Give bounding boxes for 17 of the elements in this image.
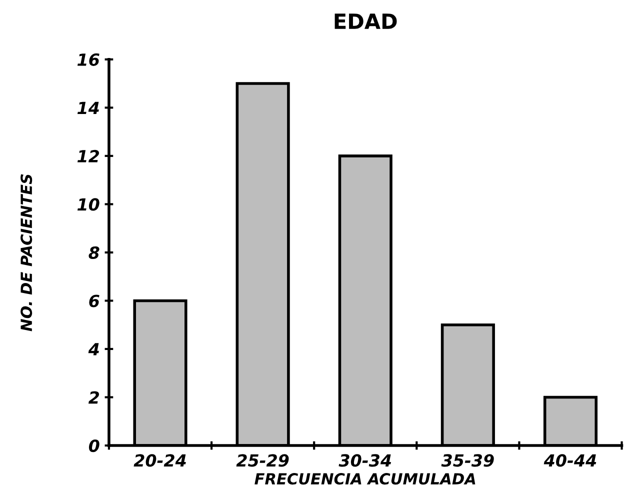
x-tick-label: 20-24 (134, 454, 186, 467)
y-tick-label: 4 (88, 343, 99, 356)
y-tick-label: 10 (77, 198, 100, 211)
x-tick-label: 35-39 (441, 454, 494, 467)
y-tick-label: 14 (77, 102, 99, 114)
y-axis-title: NO. DE PACIENTES (20, 174, 32, 332)
y-tick-label: 8 (88, 246, 100, 260)
x-tick-label: 30-34 (338, 454, 392, 467)
y-tick-label: 6 (89, 294, 100, 308)
chart-title: EDAD (334, 14, 397, 29)
y-tick-label: 16 (77, 53, 100, 66)
y-tick-label: 0 (88, 439, 100, 452)
x-tick-label: 40-44 (544, 454, 596, 467)
x-tick-label: 25-29 (236, 454, 289, 467)
x-axis-title: FRECUENCIA ACUMULADA (254, 473, 476, 485)
y-tick-label: 12 (77, 150, 100, 162)
y-tick-label: 2 (88, 391, 100, 404)
